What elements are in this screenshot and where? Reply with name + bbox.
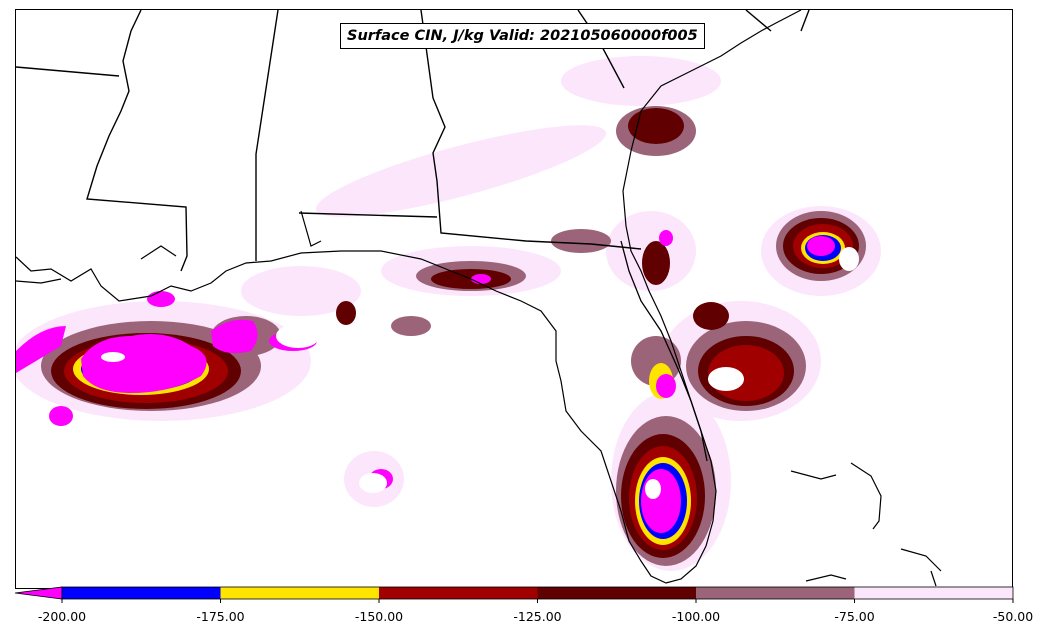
map-frame: Surface CIN, J/kg Valid: 202105060000f00… — [15, 9, 1013, 589]
colorbar-tick-label: -175.00 — [196, 609, 245, 624]
colorbar-bin-4 — [696, 587, 855, 599]
colorbar-tick-label: -150.00 — [354, 609, 404, 624]
map-title: Surface CIN, J/kg Valid: 202105060000f00… — [340, 23, 705, 49]
colorbar-tick-label: -75.00 — [834, 609, 875, 624]
map-canvas — [16, 10, 942, 587]
cin-magenta-layer — [16, 230, 835, 533]
colorbar — [14, 586, 1014, 603]
coastlines — [16, 10, 942, 587]
colorbar-under-arrow — [14, 586, 63, 600]
cin-light-layer — [16, 56, 881, 571]
colorbar-bin-2 — [379, 587, 538, 599]
colorbar-bin-5 — [854, 587, 1013, 599]
peninsula-line — [620, 240, 708, 462]
colorbar-tick-label: -50.00 — [992, 609, 1034, 624]
colorbar-bin-3 — [537, 587, 696, 599]
colorbar-tick-label: -100.00 — [671, 609, 721, 624]
colorbar-bin-1 — [220, 587, 379, 599]
cin-white-holes — [101, 247, 859, 499]
colorbar-tick-label: -200.00 — [37, 609, 87, 624]
colorbar-bin-0 — [62, 587, 221, 599]
colorbar-tick-label: -125.00 — [513, 609, 562, 624]
